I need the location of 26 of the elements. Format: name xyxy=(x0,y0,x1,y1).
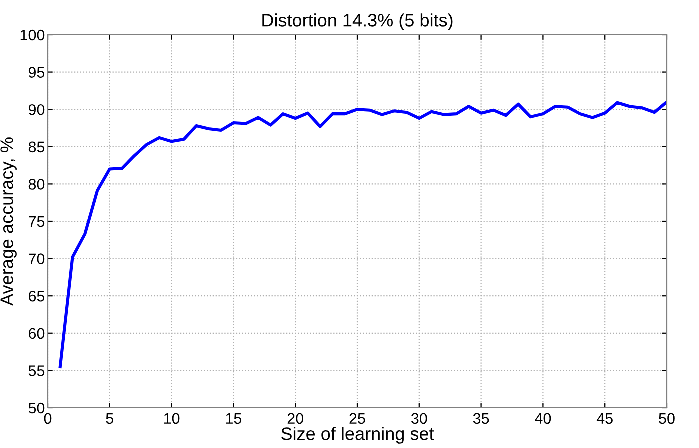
y-tick-label: 55 xyxy=(28,366,45,376)
y-tick-label: 95 xyxy=(28,67,45,78)
y-tick-label: 75 xyxy=(29,216,45,228)
x-tick-label: 45 xyxy=(596,413,613,424)
y-axis-title: Average accuracy, % xyxy=(0,138,17,306)
x-axis-title: Size of learning set xyxy=(282,427,434,444)
x-tick-label: 40 xyxy=(535,413,552,424)
y-tick-label: 100 xyxy=(20,30,45,41)
y-tick-label: 65 xyxy=(29,290,45,302)
y-tick-label: 70 xyxy=(29,254,45,264)
x-tick-label: 50 xyxy=(659,413,675,424)
x-tick-label: 0 xyxy=(44,413,52,424)
x-tick-label: 5 xyxy=(106,413,114,424)
x-tick-label: 35 xyxy=(473,413,490,424)
y-tick-label: 90 xyxy=(28,104,45,116)
x-tick-label: 15 xyxy=(226,413,242,424)
x-tick-label: 25 xyxy=(350,413,366,424)
line-series xyxy=(58,100,667,368)
chart-title: Distortion 14.3% (5 bits) xyxy=(262,14,453,30)
y-tick-label: 60 xyxy=(29,328,45,340)
x-tick-label: 10 xyxy=(164,413,180,424)
y-tick-label: 85 xyxy=(28,142,45,153)
y-tick-label: 80 xyxy=(28,179,45,190)
x-tick-label: 30 xyxy=(411,413,428,424)
x-tick-label: 20 xyxy=(288,413,304,424)
y-tick-label: 50 xyxy=(28,402,45,414)
